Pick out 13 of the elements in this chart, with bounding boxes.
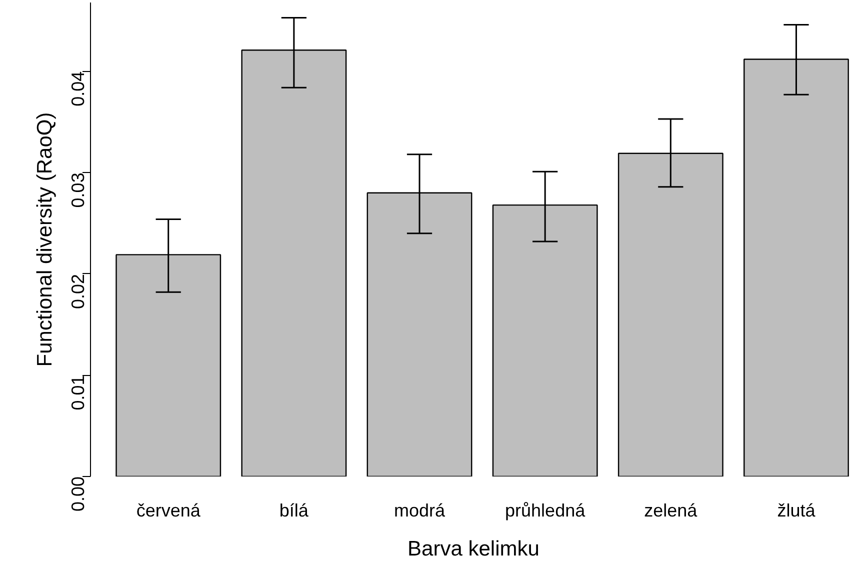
y-tick-label: 0.04 xyxy=(68,71,88,106)
x-tick-label: modrá xyxy=(394,500,446,520)
x-tick-label: žlutá xyxy=(777,500,816,520)
x-tick-label: zelená xyxy=(644,500,698,520)
x-tick-label: průhledná xyxy=(505,500,586,520)
y-tick-label: 0.01 xyxy=(68,375,88,410)
y-tick-label: 0.02 xyxy=(68,274,88,309)
y-tick-label: 0.00 xyxy=(68,476,88,512)
y-tick-label: 0.03 xyxy=(68,172,88,208)
y-axis-title: Functional diversity (RaoQ) xyxy=(34,112,56,367)
x-axis-title: Barva kelimku xyxy=(408,538,540,560)
x-tick-label: bílá xyxy=(279,500,310,520)
x-tick-label: červená xyxy=(136,500,202,520)
